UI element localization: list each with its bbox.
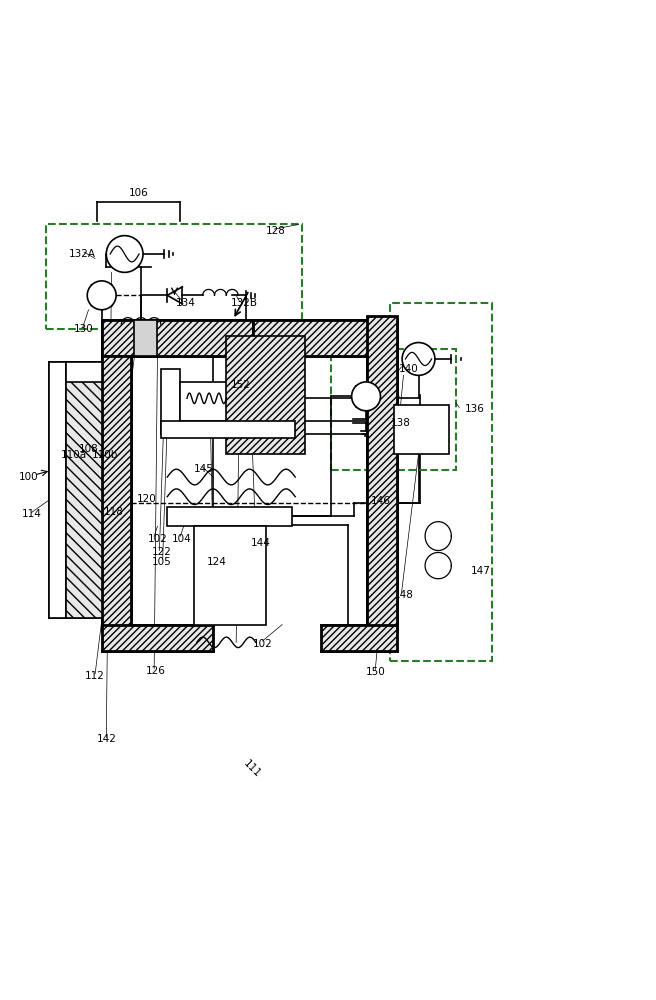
Circle shape [106,236,143,272]
Text: 104: 104 [172,534,192,544]
Text: 111: 111 [241,758,262,780]
Bar [194,526,266,625]
Text: 124: 124 [207,557,226,567]
Bar [226,336,305,454]
Text: 144: 144 [251,538,270,548]
Text: 118: 118 [104,507,123,517]
Bar [46,224,302,329]
Circle shape [352,382,380,411]
Text: 138: 138 [390,418,410,428]
Text: 112: 112 [85,671,105,681]
Bar [131,356,367,625]
Text: 150: 150 [366,667,386,677]
Bar [66,362,102,618]
Text: 134: 134 [176,298,195,308]
Bar [367,316,397,631]
Bar [167,507,292,526]
Bar [102,625,213,651]
Text: 128: 128 [266,226,285,236]
Bar [161,421,295,438]
Text: 106: 106 [129,188,149,198]
Bar [161,369,180,434]
Bar [321,625,397,651]
Text: 102: 102 [253,639,272,649]
Text: 130: 130 [73,324,93,334]
Text: 145: 145 [194,464,213,474]
Bar [253,320,397,356]
Text: 105: 105 [152,557,172,567]
Text: 126: 126 [146,666,165,676]
Text: 132B: 132B [231,298,258,308]
Circle shape [402,343,435,375]
Text: 142: 142 [97,734,117,744]
Text: 132A: 132A [69,249,96,259]
Text: 110a: 110a [61,450,87,460]
Text: 146: 146 [371,496,390,506]
Bar [66,362,102,382]
Text: 122: 122 [152,547,172,557]
Bar [102,356,131,631]
Text: 120: 120 [136,494,156,504]
Text: 147: 147 [471,566,491,576]
Bar [49,362,66,618]
Text: 100: 100 [18,472,38,482]
Text: 110b: 110b [92,450,118,460]
Text: 152: 152 [231,380,251,390]
Bar [180,382,266,421]
Bar [331,349,456,470]
Bar [390,303,492,661]
Text: 136: 136 [464,404,484,414]
Text: 108: 108 [79,444,98,454]
Text: 114: 114 [22,509,41,519]
Circle shape [87,281,116,310]
Text: 140: 140 [399,364,419,374]
Bar [102,320,253,356]
Bar [134,320,157,356]
Bar [394,405,449,454]
Text: 102: 102 [148,534,167,544]
Text: 148: 148 [394,590,413,600]
